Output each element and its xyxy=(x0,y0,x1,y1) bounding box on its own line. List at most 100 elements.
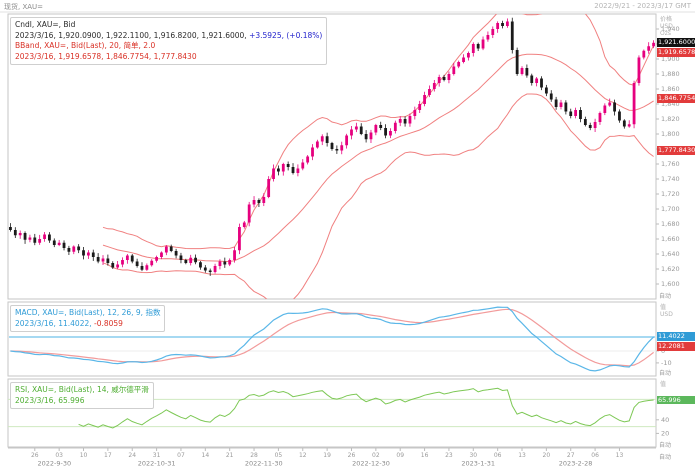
last-price-badge: 1,921.6000 xyxy=(657,38,695,47)
candle-body xyxy=(277,168,280,172)
time-axis-month-label: 2022-10-31 xyxy=(138,460,176,468)
bband-upper-badge: 1,919.6578 xyxy=(657,48,695,57)
candle-body xyxy=(77,246,81,251)
candle-body xyxy=(437,77,441,83)
candle-body xyxy=(452,66,456,74)
candle-body xyxy=(320,136,324,142)
candle-body xyxy=(535,78,539,83)
time-axis-day-label: 20 xyxy=(543,452,551,459)
candle-body xyxy=(208,270,212,272)
candle-body xyxy=(428,89,431,95)
rsi-axis[interactable] xyxy=(656,379,695,447)
candle-body xyxy=(286,164,290,167)
candle-body xyxy=(291,167,295,173)
candle-body xyxy=(423,95,426,104)
candle-body xyxy=(130,255,134,262)
macd-legend: MACD, XAU=, Bid(Last), 12, 26, 9, 指数 202… xyxy=(10,305,166,332)
candle-body xyxy=(223,261,227,265)
candle-body xyxy=(164,246,168,253)
price-axis-tick: 1,600 xyxy=(661,280,680,288)
bollinger-lower-line xyxy=(102,93,654,299)
candle-body xyxy=(627,124,631,127)
rsi-legend: RSI, XAU=, Bid(Last), 14, 威尔德平滑 2023/3/1… xyxy=(10,382,154,409)
price-axis-auto-label[interactable]: 自动 xyxy=(659,293,672,300)
candle-body xyxy=(199,262,202,268)
candle-body xyxy=(418,104,422,110)
time-axis[interactable] xyxy=(8,448,656,466)
ohlc-values: 2023/3/16, 1,920.0900, 1,922.1100, 1,916… xyxy=(15,30,247,40)
candle-body xyxy=(462,57,465,62)
candle-body xyxy=(28,237,32,240)
candle-body xyxy=(647,46,651,51)
candle-body xyxy=(496,23,500,29)
time-axis-day-label: 09 xyxy=(396,452,404,459)
candle-body xyxy=(67,248,71,252)
candle-body xyxy=(530,75,534,83)
candle-body xyxy=(393,122,397,131)
time-axis-day-label: 06 xyxy=(591,452,599,459)
candle-body xyxy=(121,260,124,265)
candle-body xyxy=(330,143,334,149)
candle-body xyxy=(13,230,17,236)
candle-body xyxy=(554,99,558,107)
candle-body xyxy=(140,266,144,270)
candle-body xyxy=(160,252,163,257)
candle-body xyxy=(413,110,417,116)
time-axis-day-label: 24 xyxy=(128,452,136,459)
candle-body xyxy=(179,255,183,260)
candle-body xyxy=(48,234,51,241)
candle-body xyxy=(510,21,514,50)
candle-body xyxy=(549,93,553,100)
candle-body xyxy=(486,35,490,40)
candle-body xyxy=(281,164,285,172)
rsi-series-label: RSI, XAU=, Bid(Last), 14, 威尔德平滑 xyxy=(15,385,149,394)
time-axis-day-label: 21 xyxy=(226,452,234,459)
price-axis-tick: 1,800 xyxy=(661,130,680,138)
macd-panel-frame xyxy=(7,301,657,377)
candle-body xyxy=(544,87,548,94)
price-axis-tick: 1,640 xyxy=(661,250,680,258)
macd-axis-tick: 0 xyxy=(661,347,665,355)
candle-body xyxy=(311,147,314,157)
candle-body xyxy=(501,23,504,26)
candle-body xyxy=(622,120,626,127)
time-axis-month-label: 2022-11-30 xyxy=(245,460,283,468)
time-axis-day-label: 19 xyxy=(323,452,331,459)
candle-body xyxy=(569,111,573,116)
time-axis-day-label: 28 xyxy=(250,452,258,459)
time-axis-corner-label[interactable]: 自动 xyxy=(659,454,672,461)
rsi-axis-header: 值 xyxy=(660,380,666,388)
time-axis-month-label: 2023-2-28 xyxy=(559,460,593,468)
candle-body xyxy=(350,129,353,136)
price-axis-tick: 1,900 xyxy=(661,55,680,63)
candle-body xyxy=(150,260,154,266)
rsi-axis-auto-label[interactable]: 自动 xyxy=(659,442,672,449)
candle-body xyxy=(481,39,485,49)
candle-body xyxy=(389,131,392,136)
candle-body xyxy=(642,50,646,58)
candle-body xyxy=(340,145,344,151)
candle-body xyxy=(476,44,480,49)
price-axis-tick: 1,620 xyxy=(661,265,680,273)
candle-body xyxy=(247,204,251,223)
candle-body xyxy=(369,132,373,140)
price-legend: Cndl, XAU=, Bid 2023/3/16, 1,920.0900, 1… xyxy=(10,17,328,65)
price-axis-header: Ozs xyxy=(660,30,671,37)
time-axis-day-label: 02 xyxy=(372,452,380,459)
time-axis-day-label: 14 xyxy=(202,452,210,459)
macd-axis-auto-label[interactable]: 自动 xyxy=(659,370,672,377)
candle-body xyxy=(364,134,368,140)
price-panel-frame xyxy=(7,13,657,300)
candle-body xyxy=(403,119,407,124)
time-axis-day-label: 26 xyxy=(31,452,39,459)
rsi-values: 2023/3/16, 65.996 xyxy=(15,395,85,405)
price-axis-tick: 1,680 xyxy=(661,220,680,228)
time-axis-day-label: 10 xyxy=(80,452,88,459)
candle-body xyxy=(203,267,207,271)
macd-divergence-value: -0.8059 xyxy=(91,318,123,328)
candle-body xyxy=(574,110,578,116)
candle-body xyxy=(345,135,349,146)
price-axis-tick: 1,740 xyxy=(661,175,680,183)
candle-body xyxy=(632,83,636,125)
candle-body xyxy=(525,68,529,76)
